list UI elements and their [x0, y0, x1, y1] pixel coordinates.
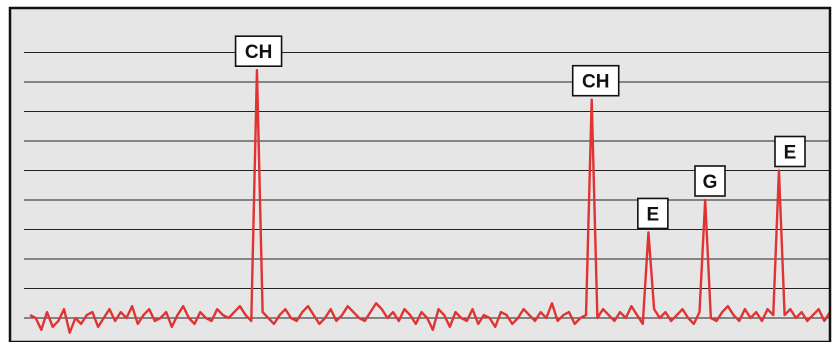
peak-label: E	[774, 135, 806, 168]
peak-label-box	[571, 64, 620, 97]
peak-label-text: CH	[582, 72, 609, 93]
peak-label-box	[637, 197, 669, 230]
peak-label-box	[774, 135, 806, 168]
gridlines	[24, 51, 830, 319]
peak-label-text: E	[647, 204, 660, 225]
plot-background	[10, 8, 830, 342]
peak-label: CH	[234, 35, 283, 68]
chart-frame	[8, 6, 832, 342]
peak-label-text: G	[703, 172, 718, 193]
peak-label-text: CH	[245, 42, 272, 63]
peak-labels: CH CH E G E	[234, 35, 806, 230]
series-line	[29, 69, 832, 334]
peak-label: E	[637, 197, 669, 230]
peak-label-box	[234, 35, 283, 68]
peak-label-box	[694, 165, 726, 197]
peak-label: CH	[571, 64, 620, 97]
peak-label-text: E	[784, 143, 797, 164]
peak-label: G	[694, 165, 726, 197]
